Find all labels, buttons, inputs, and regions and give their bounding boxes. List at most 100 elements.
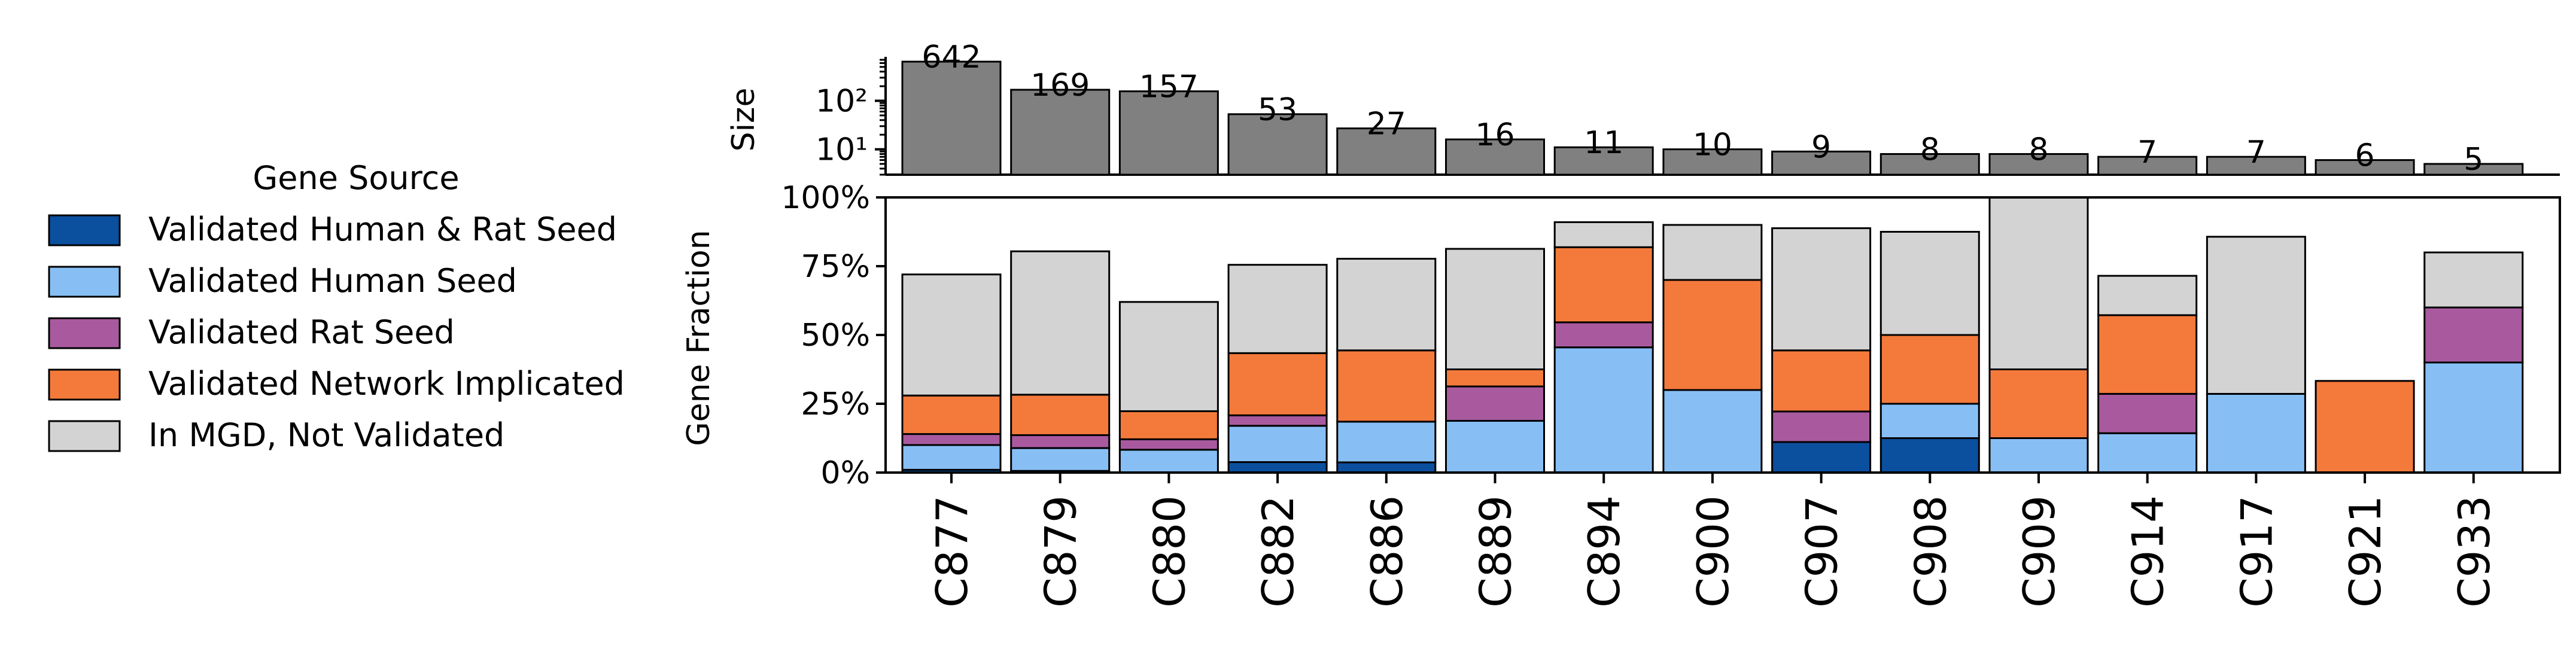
fraction-bar-C921-n [2315, 380, 2415, 474]
size-bar-C880 [1118, 90, 1219, 176]
fraction-bar-C914-m [2097, 275, 2198, 316]
fraction-bar-C886-m [1336, 258, 1437, 352]
x-tick-label-C908: C908 [1905, 495, 1955, 608]
bottom-y-axis-label: Gene Fraction [681, 230, 717, 446]
x-tick-label-C933: C933 [2449, 495, 2499, 608]
fraction-bar-C908-m [1879, 231, 1980, 336]
bottom-y-tick-label: 0% [821, 455, 871, 491]
legend: Gene Source Validated Human & Rat Seed Va… [48, 159, 625, 454]
fraction-bar-C914-n [2097, 314, 2198, 395]
size-panel: Size 10¹ 10² 642 169 157 53 27 16 11 10 9 8 8 7 7 6 5 [726, 39, 2560, 178]
legend-label-hr: Validated Human & Rat Seed [148, 211, 617, 248]
fraction-bar-C909-m [1988, 196, 2089, 370]
x-tick-label-C921: C921 [2340, 495, 2391, 608]
x-tick-label-C917: C917 [2231, 495, 2282, 608]
fraction-bar-C877-h [901, 444, 1002, 471]
fraction-bar-C886-n [1336, 349, 1437, 423]
size-bar-C900 [1662, 148, 1763, 176]
size-bar-C933 [2423, 163, 2524, 176]
size-value-label-C908: 8 [1920, 132, 1940, 167]
fraction-bar-C909-h [1988, 437, 2089, 474]
bottom-y-tick-label: 75% [801, 249, 870, 285]
fraction-bar-C907-n [1771, 349, 1872, 413]
fraction-bar-C880-r [1118, 438, 1219, 451]
legend-swatch-h [48, 266, 121, 298]
fraction-bar-C879-m [1010, 250, 1111, 396]
size-bar-C921 [2315, 159, 2415, 176]
fraction-bar-C900-h [1662, 389, 1763, 474]
size-value-label-C879: 169 [1030, 68, 1090, 103]
legend-swatch-m [48, 420, 121, 452]
x-tick-label-C880: C880 [1144, 495, 1194, 608]
fraction-bar-C882-r [1227, 414, 1328, 427]
size-value-label-C909: 8 [2028, 132, 2048, 167]
legend-swatch-n [48, 368, 121, 401]
x-tick-label-C877: C877 [927, 495, 977, 608]
fraction-bar-C933-m [2423, 251, 2524, 309]
fraction-bar-C886-h [1336, 421, 1437, 464]
top-y-axis-label: Size [726, 88, 762, 152]
size-value-label-C921: 6 [2355, 138, 2375, 174]
x-tick-label-C900: C900 [1688, 495, 1738, 608]
size-bar-C907 [1771, 150, 1872, 176]
size-value-label-C886: 27 [1367, 106, 1406, 142]
top-y-tick-label: 10¹ [816, 132, 868, 168]
x-tick-label-C886: C886 [1362, 495, 1412, 608]
size-bar-C889 [1445, 138, 1545, 176]
x-tick-label-C894: C894 [1579, 495, 1629, 608]
size-value-label-C914: 7 [2137, 135, 2157, 170]
fraction-bar-C879-n [1010, 394, 1111, 436]
size-bar-C914 [2097, 156, 2198, 176]
fraction-bar-C908-n [1879, 334, 1980, 405]
size-value-label-C894: 11 [1584, 125, 1623, 161]
fraction-bar-C877-n [901, 394, 1002, 435]
fraction-bar-C933-r [2423, 306, 2524, 364]
fraction-bar-C882-n [1227, 352, 1328, 416]
fraction-bar-C880-m [1118, 301, 1219, 412]
fraction-bar-C889-n [1445, 368, 1545, 388]
fraction-bar-C909-n [1988, 368, 2089, 439]
fraction-bar-C894-m [1553, 221, 1654, 248]
bottom-plot-frame [884, 196, 2561, 474]
fraction-bar-C907-m [1771, 227, 1872, 352]
bottom-y-tick-label: 25% [801, 386, 870, 422]
size-value-label-C907: 9 [1811, 129, 1831, 165]
fraction-bar-C894-h [1553, 346, 1654, 474]
size-bar-C882 [1227, 113, 1328, 176]
fraction-bar-C908-hr [1879, 437, 1980, 474]
fraction-bar-C879-h [1010, 447, 1111, 472]
legend-label-m: In MGD, Not Validated [148, 416, 504, 454]
size-value-label-C877: 642 [921, 39, 981, 75]
x-tick-label-C882: C882 [1253, 495, 1303, 608]
fraction-bar-C886-hr [1336, 461, 1437, 474]
fraction-bar-C894-r [1553, 321, 1654, 349]
fraction-bar-C914-h [2097, 432, 2198, 474]
fraction-bar-C900-m [1662, 224, 1763, 281]
size-bar-C894 [1553, 146, 1654, 176]
fraction-bar-C889-h [1445, 420, 1545, 474]
fraction-bar-C877-m [901, 273, 1002, 397]
fraction-bar-C880-h [1118, 449, 1219, 474]
size-bar-C909 [1988, 153, 2089, 176]
size-value-label-C900: 10 [1693, 127, 1732, 163]
fraction-bar-C882-h [1227, 425, 1328, 464]
fraction-bar-C877-r [901, 433, 1002, 446]
top-y-tick-label: 10² [816, 84, 868, 120]
x-tick-label-C907: C907 [1797, 495, 1847, 608]
fraction-bar-C882-hr [1227, 461, 1328, 474]
fraction-bar-C907-r [1771, 410, 1872, 443]
fraction-bar-C889-m [1445, 248, 1545, 370]
bottom-y-tick-label: 100% [781, 180, 870, 216]
legend-label-r: Validated Rat Seed [148, 313, 455, 351]
x-tick-label-C914: C914 [2123, 495, 2173, 608]
legend-label-h: Validated Human Seed [148, 262, 517, 300]
size-value-label-C880: 157 [1139, 69, 1199, 105]
fraction-bar-C933-h [2423, 361, 2524, 474]
fraction-bar-C907-hr [1771, 441, 1872, 474]
legend-swatch-r [48, 317, 121, 349]
fraction-bar-C917-h [2206, 392, 2306, 474]
size-value-label-C882: 53 [1258, 92, 1297, 128]
fraction-bar-C879-r [1010, 434, 1111, 449]
bottom-y-tick-label: 50% [801, 318, 870, 354]
